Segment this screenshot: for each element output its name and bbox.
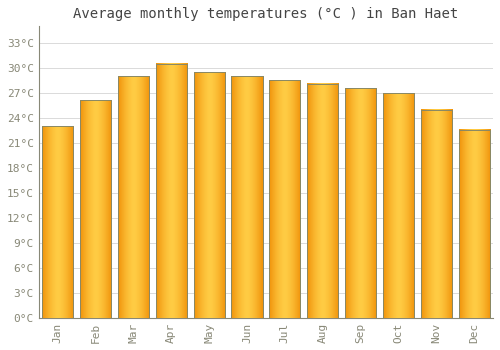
Bar bbox=[270, 80, 300, 318]
Bar bbox=[156, 64, 187, 318]
Bar bbox=[194, 72, 224, 318]
Bar bbox=[307, 84, 338, 318]
Bar bbox=[118, 76, 149, 318]
Bar bbox=[345, 88, 376, 318]
Bar bbox=[80, 100, 111, 318]
Bar bbox=[383, 93, 414, 318]
Bar bbox=[345, 88, 376, 318]
Bar bbox=[458, 130, 490, 318]
Bar bbox=[42, 126, 74, 318]
Bar bbox=[270, 80, 300, 318]
Bar bbox=[80, 100, 111, 318]
Bar bbox=[118, 76, 149, 318]
Bar bbox=[458, 130, 490, 318]
Bar bbox=[194, 72, 224, 318]
Bar bbox=[232, 76, 262, 318]
Bar bbox=[156, 64, 187, 318]
Bar bbox=[232, 76, 262, 318]
Bar bbox=[307, 84, 338, 318]
Bar bbox=[42, 126, 74, 318]
Title: Average monthly temperatures (°C ) in Ban Haet: Average monthly temperatures (°C ) in Ba… bbox=[74, 7, 458, 21]
Bar bbox=[383, 93, 414, 318]
Bar bbox=[421, 110, 452, 318]
Bar bbox=[421, 110, 452, 318]
